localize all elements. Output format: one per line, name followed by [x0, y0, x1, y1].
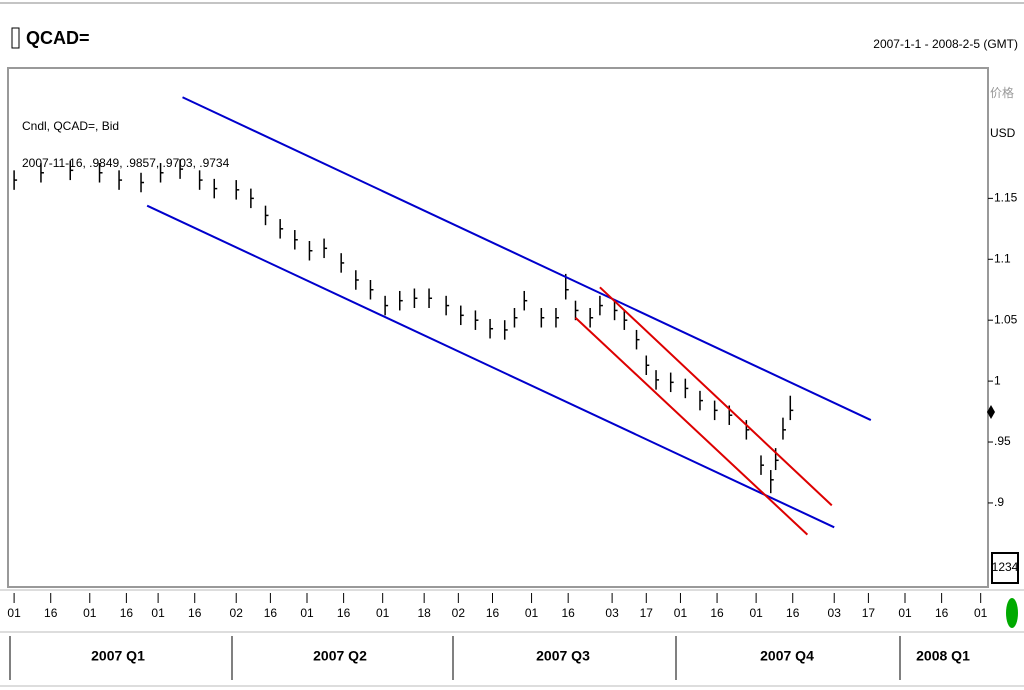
trendline [599, 286, 833, 507]
x-tick-label: 16 [337, 606, 351, 620]
x-tick-label: 01 [525, 606, 539, 620]
x-tick-label: 16 [188, 606, 202, 620]
y-tick-label: 1.15 [994, 191, 1018, 205]
x-tick-label: 16 [120, 606, 134, 620]
axis-label: USD [990, 126, 1016, 140]
price-box [991, 552, 1019, 584]
quarter-label: 2007 Q3 [536, 648, 590, 664]
axis-label: 价格 [990, 85, 1014, 100]
y-tick-label: .95 [994, 434, 1011, 448]
x-tick-label: 01 [674, 606, 688, 620]
x-tick-label: 01 [300, 606, 314, 620]
y-tick-label: .9 [994, 495, 1004, 509]
x-tick-label: 17 [862, 606, 876, 620]
x-tick-label: 01 [376, 606, 390, 620]
y-tick-label: 1.1 [994, 251, 1011, 265]
x-tick-label: 01 [898, 606, 912, 620]
x-tick-label: 01 [83, 606, 97, 620]
x-tick-label: 16 [786, 606, 800, 620]
x-tick-label: 02 [452, 606, 466, 620]
x-tick-label: 01 [7, 606, 21, 620]
plot-area [7, 67, 989, 588]
x-tick-label: 16 [44, 606, 58, 620]
legend-line: 2007-11-16, .9849, .9857, .9703, .9734 [22, 156, 230, 170]
x-tick-label: 16 [710, 606, 724, 620]
trendline [182, 96, 872, 421]
x-tick-label: 03 [828, 606, 842, 620]
date-range: 2007-1-1 - 2008-2-5 (GMT) [873, 37, 1018, 51]
quarter-label: 2007 Q1 [91, 648, 145, 664]
legend-line: Cndl, QCAD=, Bid [22, 119, 119, 133]
x-tick-label: 18 [417, 606, 431, 620]
x-tick-label: 16 [561, 606, 575, 620]
x-tick-label: 16 [486, 606, 500, 620]
trendline [574, 317, 809, 536]
x-tick-label: 01 [151, 606, 165, 620]
quarter-label: 2007 Q4 [760, 648, 814, 664]
quarter-label: 2007 Q2 [313, 648, 367, 664]
quarter-label: 2008 Q1 [916, 648, 970, 664]
title: QCAD= [26, 28, 90, 48]
price-box-label: 1234 [992, 560, 1019, 574]
title-icon [11, 27, 20, 49]
x-tick-label: 03 [605, 606, 619, 620]
y-tick-label: 1 [994, 373, 1001, 387]
price-marker [987, 405, 995, 419]
x-tick-label: 16 [935, 606, 949, 620]
y-tick-label: 1.05 [994, 312, 1018, 326]
x-tick-label: 01 [749, 606, 763, 620]
x-tick-label: 01 [974, 606, 988, 620]
status-indicator [1006, 598, 1018, 628]
x-tick-label: 16 [264, 606, 278, 620]
x-tick-label: 17 [640, 606, 654, 620]
x-tick-label: 02 [230, 606, 244, 620]
trendline [146, 204, 835, 529]
